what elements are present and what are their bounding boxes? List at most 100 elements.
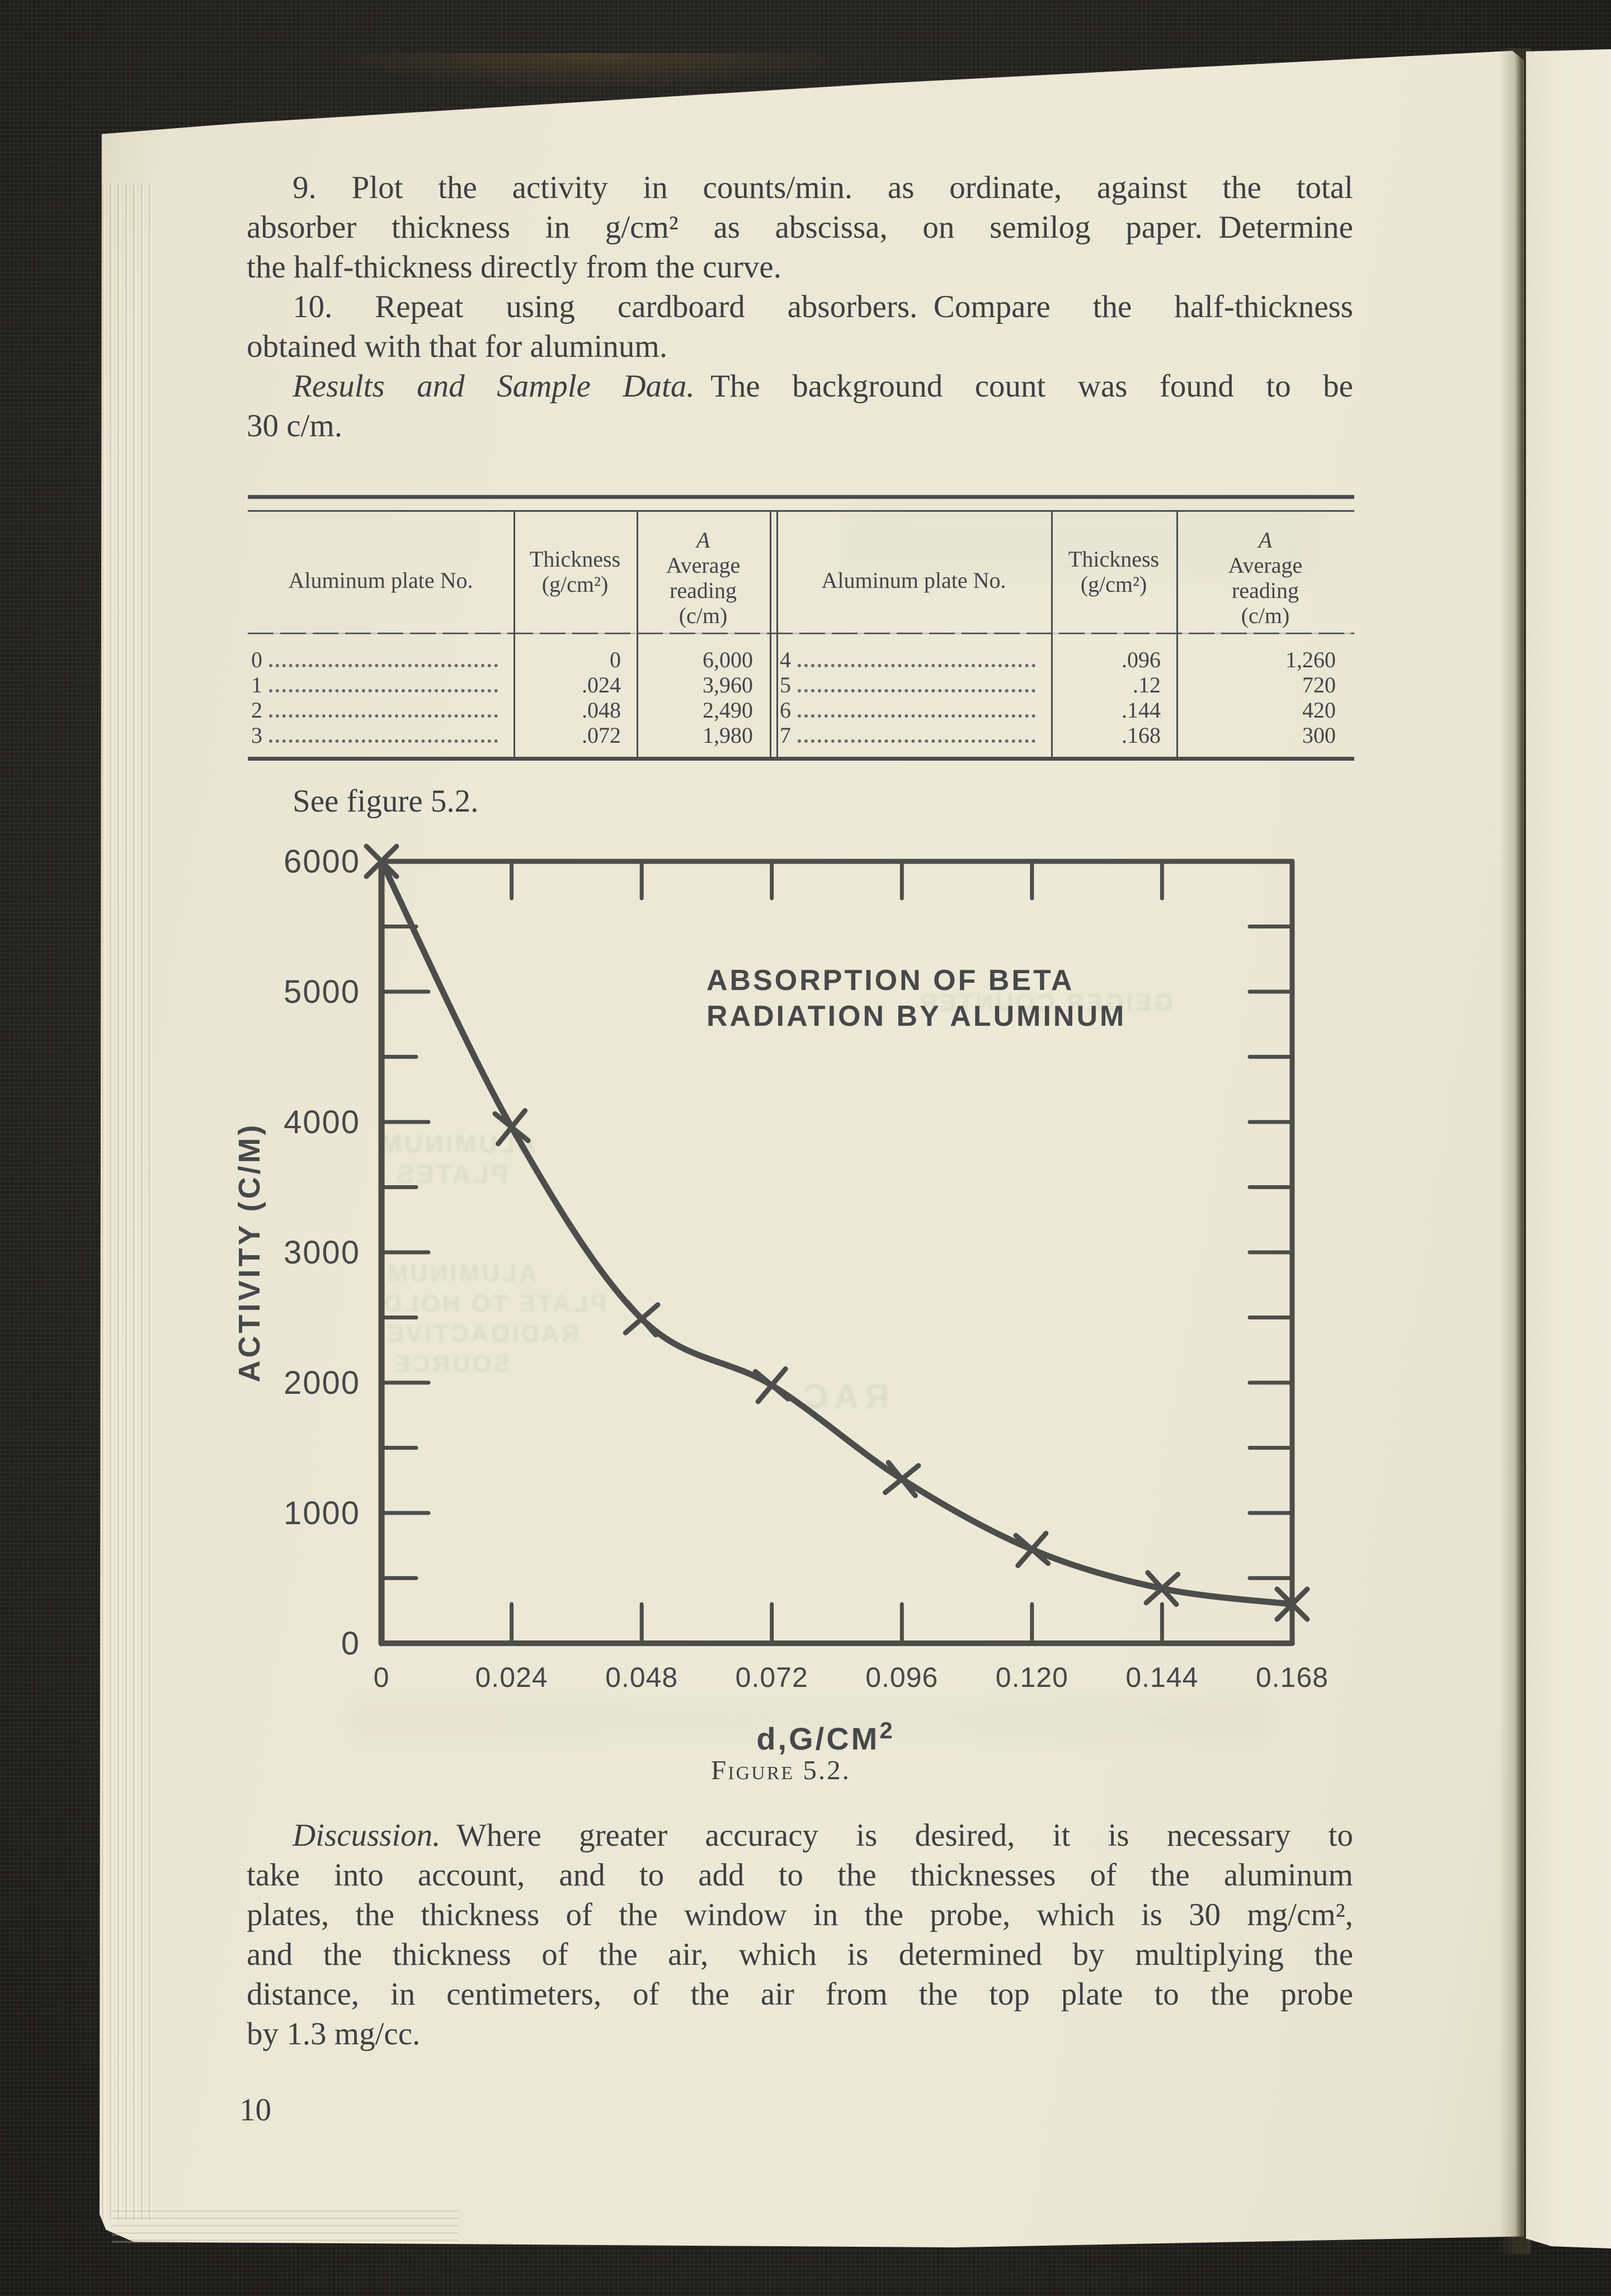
table-rule-bottom [248,757,1354,761]
table-rule-vertical-double [770,512,771,757]
table-row: 1 .024 3,960 [248,672,770,697]
dotted-leader [798,664,1035,667]
reading-value: 1,260 [1285,647,1336,672]
data-point-marker-x [1143,1570,1181,1607]
column-header-reading-right: A Average reading (c/m) [1228,527,1303,628]
plate-number: 7 [780,723,791,748]
dotted-leader [269,739,498,743]
plate-number-cell: 5 [780,672,1044,697]
dotted-leader [798,689,1035,692]
dotted-leader [269,714,498,718]
table-rule-top-thin [248,510,1354,512]
text-line: by 1.3 mg/cc. [247,2016,421,2052]
plate-number-cell: 3 [251,723,507,748]
page-number: 10 [239,2092,271,2128]
table-rule-vertical [1051,512,1053,757]
text-line: obtained with that for aluminum. [247,329,667,364]
chart-title-line: RADIATION BY ALUMINUM [706,1000,1126,1033]
text-line: plates, the thickness of the window in t… [247,1897,1353,1932]
plate-number-cell: 1 [251,672,507,697]
data-point-marker-x [492,1108,531,1147]
reading-value: 300 [1302,723,1336,748]
book-page [100,50,1524,2248]
y-tick-label: 4000 [284,1104,360,1140]
plate-number-cell: 2 [251,697,507,723]
paragraph-9: 9. Plot the activity in counts/min. as o… [247,168,1353,287]
thickness-value: .144 [1122,697,1161,723]
column-header-thickness-left: Thickness (g/cm²) [529,546,621,597]
plate-number-cell: 4 [780,647,1044,672]
thickness-value: .096 [1122,647,1161,672]
facing-page-sliver [1526,49,1611,2248]
sample-data-table: Aluminum plate No. Thickness (g/cm²) A A… [248,495,1354,762]
dotted-leader [269,664,498,667]
marker-stroke [755,1366,788,1404]
marker-stroke [364,843,399,879]
y-tick-label: 3000 [284,1234,360,1271]
dotted-leader [798,739,1035,743]
discussion-line-1: Discussion. Where greater accuracy is de… [247,1816,1353,1855]
marker-stroke [1143,1572,1181,1606]
column-header-plate-left: Aluminum plate No. [288,568,473,593]
marker-stroke [1015,1530,1049,1568]
discussion-paragraph: Discussion. Where greater accuracy is de… [247,1816,1353,2054]
x-tick-label: 0.120 [996,1662,1068,1693]
column-header-thickness-right: Thickness (g/cm²) [1068,546,1160,597]
thickness-value: .168 [1122,723,1161,748]
marker-stroke [623,1302,661,1336]
plate-number: 2 [251,697,262,723]
figure-caption: Figure 5.2. [711,1755,851,1785]
discussion-lead-italic: Discussion. [293,1818,441,1853]
marker-stroke [496,1108,528,1147]
data-point-marker-x [623,1300,661,1338]
marker-stroke [883,1463,921,1495]
data-point-marker-x [1013,1530,1051,1568]
column-header-reading-left: A Average reading (c/m) [666,527,741,628]
plate-number-cell: 6 [780,697,1044,723]
x-tick-label: 0.168 [1256,1662,1329,1693]
x-tick-label: 0.024 [475,1662,548,1693]
page-top-stain [336,53,839,87]
table-rule-top-thick [248,495,1354,499]
thickness-value: .024 [582,672,621,697]
y-tick-label: 6000 [284,843,360,880]
plate-number: 4 [780,647,791,672]
results-line-1: Results and Sample Data. The background … [247,366,1353,406]
table-rule-vertical [514,512,515,757]
plate-number-cell: 7 [780,723,1044,748]
text-line: 9. Plot the activity in counts/min. as o… [293,170,1353,205]
page-stack-edge-left [102,185,156,2220]
bleed-through-smear [839,503,1320,582]
plate-number: 5 [780,672,791,697]
text-line: absorber thickness in g/cm² as abscissa,… [247,210,1353,245]
plate-number-cell: 0 [251,647,507,672]
table-rule-vertical [637,512,638,757]
data-point-marker-x [364,843,399,879]
plate-number: 1 [251,672,262,697]
text-line: and the thickness of the air, which is d… [247,1937,1353,1972]
y-tick-label: 2000 [284,1365,360,1401]
table-row: 2 .048 2,490 [248,697,770,723]
table-row: 7 .168 300 [776,723,1353,748]
y-tick-label: 1000 [284,1495,360,1531]
dotted-leader [798,714,1035,718]
table-row: 0 0 6,000 [248,647,770,672]
bleed-through-smear [347,1695,1270,1745]
thickness-value: .072 [582,723,621,748]
table-row: 4 .096 1,260 [776,647,1353,672]
dotted-leader [269,689,498,692]
table-row: 5 .12 720 [776,672,1353,697]
reading-value: 1,980 [703,723,753,748]
reading-value: 720 [1302,672,1336,697]
y-axis-title: ACTIVITY (C/M) [233,1123,266,1383]
see-figure-line: See figure 5.2. [293,784,479,819]
paragraph-10: 10. Repeat using cardboard absorbers. Co… [247,287,1353,366]
column-header-plate-right: Aluminum plate No. [821,568,1006,593]
text-line: take into account, and to add to the thi… [247,1857,1353,1893]
reading-value: 6,000 [703,647,753,672]
discussion-lines: take into account, and to add to the thi… [247,1855,1353,2054]
table-rule-header-separator [248,633,1354,634]
y-tick-label: 5000 [284,974,360,1010]
intro-paragraphs: 9. Plot the activity in counts/min. as o… [247,168,1353,446]
plate-number: 0 [251,647,262,672]
